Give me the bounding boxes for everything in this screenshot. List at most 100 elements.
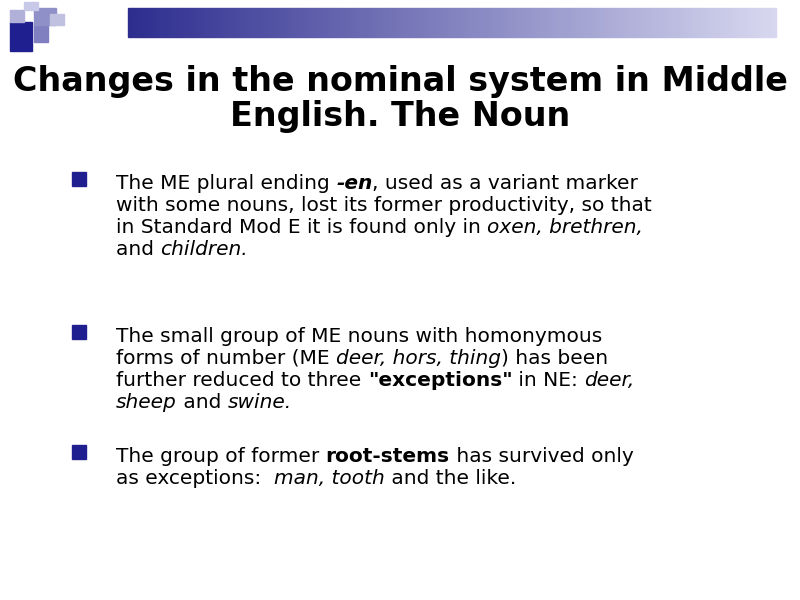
Bar xyxy=(601,8,604,37)
Bar xyxy=(34,8,56,25)
Bar xyxy=(653,8,656,37)
Bar xyxy=(730,8,734,37)
Bar xyxy=(708,8,711,37)
Bar xyxy=(553,8,556,37)
Bar xyxy=(542,8,546,37)
Text: and: and xyxy=(116,240,160,259)
Bar xyxy=(458,8,462,37)
Bar xyxy=(196,8,199,37)
Bar xyxy=(449,8,452,37)
Bar xyxy=(286,8,290,37)
Bar xyxy=(400,8,403,37)
Bar xyxy=(702,8,705,37)
Bar xyxy=(199,8,202,37)
Bar xyxy=(442,8,446,37)
Bar xyxy=(406,8,410,37)
Bar xyxy=(446,8,449,37)
Bar xyxy=(238,8,242,37)
Bar xyxy=(34,25,48,42)
Text: swine.: swine. xyxy=(227,393,292,412)
Bar xyxy=(277,8,280,37)
Bar xyxy=(319,8,322,37)
Bar xyxy=(624,8,627,37)
Bar xyxy=(190,8,193,37)
Bar xyxy=(303,8,306,37)
Bar xyxy=(656,8,659,37)
Bar xyxy=(177,8,180,37)
Bar xyxy=(539,8,542,37)
Bar xyxy=(245,8,248,37)
Bar xyxy=(345,8,348,37)
Bar xyxy=(594,8,598,37)
Bar xyxy=(698,8,702,37)
Bar xyxy=(202,8,206,37)
Bar xyxy=(72,445,86,459)
Bar xyxy=(721,8,724,37)
Bar xyxy=(131,8,134,37)
Bar xyxy=(329,8,332,37)
Bar xyxy=(672,8,675,37)
Bar xyxy=(371,8,374,37)
Bar xyxy=(740,8,743,37)
Bar xyxy=(335,8,338,37)
Bar xyxy=(501,8,504,37)
Bar xyxy=(643,8,646,37)
Bar xyxy=(258,8,261,37)
Bar xyxy=(514,8,517,37)
Bar xyxy=(517,8,520,37)
Bar xyxy=(426,8,430,37)
Bar xyxy=(714,8,718,37)
Bar xyxy=(174,8,177,37)
Text: deer,: deer, xyxy=(585,371,634,390)
Bar xyxy=(410,8,413,37)
Bar xyxy=(290,8,294,37)
Bar xyxy=(374,8,378,37)
Bar xyxy=(650,8,653,37)
Bar xyxy=(150,8,154,37)
Bar xyxy=(160,8,164,37)
Bar xyxy=(397,8,400,37)
Bar xyxy=(378,8,381,37)
Bar xyxy=(662,8,666,37)
Bar xyxy=(607,8,610,37)
Bar xyxy=(332,8,335,37)
Bar xyxy=(627,8,630,37)
Text: forms of number (ME: forms of number (ME xyxy=(116,349,336,368)
Bar xyxy=(598,8,601,37)
Bar xyxy=(294,8,297,37)
Bar xyxy=(575,8,578,37)
Bar xyxy=(254,8,258,37)
Bar xyxy=(462,8,465,37)
Text: has survived only: has survived only xyxy=(450,447,634,466)
Bar xyxy=(546,8,550,37)
Bar xyxy=(218,8,222,37)
Bar xyxy=(591,8,594,37)
Bar xyxy=(300,8,303,37)
Bar xyxy=(481,8,485,37)
Bar xyxy=(390,8,394,37)
Bar xyxy=(154,8,157,37)
Bar xyxy=(439,8,442,37)
Bar xyxy=(773,8,776,37)
Bar xyxy=(747,8,750,37)
Bar xyxy=(50,14,64,25)
Bar xyxy=(355,8,358,37)
Bar xyxy=(610,8,614,37)
Text: Changes in the nominal system in Middle: Changes in the nominal system in Middle xyxy=(13,64,787,97)
Bar xyxy=(637,8,640,37)
Bar xyxy=(180,8,183,37)
Bar xyxy=(689,8,692,37)
Bar xyxy=(212,8,215,37)
Text: and: and xyxy=(177,393,227,412)
Bar xyxy=(550,8,553,37)
Text: ) has been: ) has been xyxy=(501,349,608,368)
Bar xyxy=(365,8,368,37)
Bar xyxy=(128,8,131,37)
Bar xyxy=(306,8,310,37)
Text: root-stems: root-stems xyxy=(326,447,450,466)
Bar xyxy=(242,8,245,37)
Bar xyxy=(634,8,637,37)
Bar xyxy=(193,8,196,37)
Bar xyxy=(24,2,38,10)
Bar xyxy=(468,8,471,37)
